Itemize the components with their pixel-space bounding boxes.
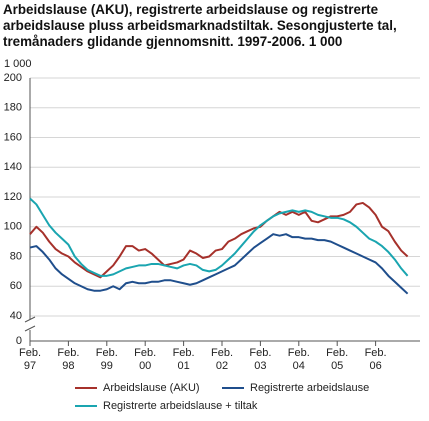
x-tick-label: Feb. 05 bbox=[326, 347, 349, 372]
x-tick-label: Feb. 06 bbox=[364, 347, 387, 372]
y-tick-label: 100 bbox=[4, 221, 22, 233]
y-tick-label: 60 bbox=[10, 280, 22, 292]
y-tick-label: 160 bbox=[4, 131, 22, 143]
y-tick-label: 80 bbox=[10, 250, 22, 262]
y-tick-label: 200 bbox=[4, 72, 22, 84]
y-tick-label: 0 bbox=[16, 335, 22, 347]
legend-label: Registrerte arbeidslause + tiltak bbox=[103, 400, 258, 412]
axis-break bbox=[24, 316, 36, 332]
chart-title: Arbeidslause (AKU), registrerte arbeidsl… bbox=[3, 2, 397, 49]
line bbox=[29, 233, 409, 295]
y-tick-label: 120 bbox=[4, 191, 22, 203]
y-unit: 1 000 bbox=[4, 58, 32, 70]
y-tick-label: 180 bbox=[4, 102, 22, 114]
line bbox=[29, 197, 409, 277]
x-tick-label: Feb. 99 bbox=[95, 347, 118, 372]
legend-label: Arbeidslause (AKU) bbox=[103, 382, 200, 394]
x-tick-label: Feb. 01 bbox=[172, 347, 195, 372]
x-tick-label: Feb. 00 bbox=[134, 347, 157, 372]
x-tick-label: Feb. 04 bbox=[287, 347, 310, 372]
x-tick-label: Feb. 97 bbox=[18, 347, 41, 372]
x-tick-label: Feb. 98 bbox=[57, 347, 80, 372]
y-tick-label: 40 bbox=[10, 310, 22, 322]
y-tick-label: 140 bbox=[4, 161, 22, 173]
legend-label: Registrerte arbeidslause bbox=[250, 382, 369, 394]
line bbox=[29, 201, 409, 279]
x-tick-label: Feb. 03 bbox=[249, 347, 272, 372]
x-tick-label: Feb. 02 bbox=[210, 347, 233, 372]
